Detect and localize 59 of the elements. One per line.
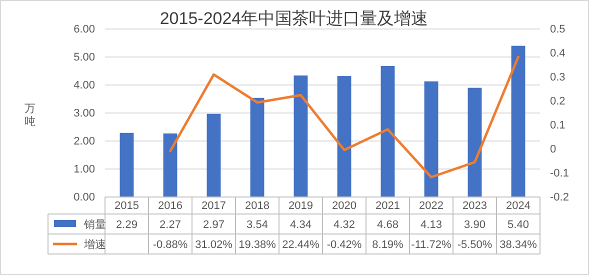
data-label: 4.68 [377,219,398,231]
data-label: 2.27 [160,219,181,231]
x-tick-label: 2018 [245,200,270,212]
y-axis-title: 万吨 [24,103,36,128]
data-label: -0.88% [152,239,188,251]
data-label: 2.29 [116,219,138,231]
bar [294,75,308,197]
y2-tick-label: 0.1 [550,120,566,132]
y-tick-label: 1.00 [74,164,95,176]
x-tick-label: 2022 [419,200,444,212]
y-tick-label: 4.00 [74,80,95,92]
data-label: 4.34 [290,219,312,231]
bar [120,132,134,197]
bar [380,66,395,197]
y-tick-label: 5.00 [74,52,95,64]
data-label: 3.54 [246,219,268,231]
y-tick-label: 2.00 [74,136,95,148]
x-tick-label: 2020 [332,200,356,212]
y-tick-label: 0.00 [74,192,95,204]
data-label: -5.50% [457,239,492,251]
data-label: 22.44% [282,239,320,251]
data-label: 5.40 [508,219,529,231]
data-label: 38.34% [500,239,538,251]
x-tick-label: 2015 [114,200,139,212]
y2-tick-label: 0.4 [550,48,566,60]
y-tick-label: 6.00 [74,24,95,36]
x-tick-label: 2019 [288,200,313,212]
y2-tick-label: -0.2 [550,192,569,204]
x-tick-label: 2017 [202,200,226,212]
data-label: 4.32 [334,219,355,231]
x-tick-label: 2024 [506,200,530,212]
y2-tick-label: 0.2 [550,96,566,108]
bar [206,114,221,197]
data-label: 8.19% [372,239,404,251]
legend-label: 增速 [83,238,106,251]
data-label: 2.97 [203,219,224,231]
y-tick-label: 3.00 [74,108,95,120]
data-label: -11.72% [411,239,452,251]
data-label: 4.13 [420,219,442,231]
legend-label: 销量 [83,219,106,231]
bar [468,88,482,197]
x-tick-label: 2021 [376,200,400,212]
bar [511,46,526,197]
x-tick-label: 2023 [462,200,487,212]
data-label: 19.38% [238,239,276,251]
line-series [169,56,520,178]
bar [163,133,178,197]
y2-tick-label: 0.5 [550,24,566,36]
data-label: 3.90 [464,219,486,231]
data-label: 31.02% [195,239,233,251]
y2-tick-label: -0.1 [550,168,569,180]
bar [424,81,438,197]
y2-tick-label: 0.3 [550,72,566,84]
data-label: -0.42% [326,239,362,251]
bar [337,76,352,197]
x-tick-label: 2016 [158,200,182,212]
chart-title: 2015-2024年中国茶叶进口量及增速 [160,9,428,28]
y2-tick-label: 0 [550,144,556,156]
bar [250,98,264,197]
